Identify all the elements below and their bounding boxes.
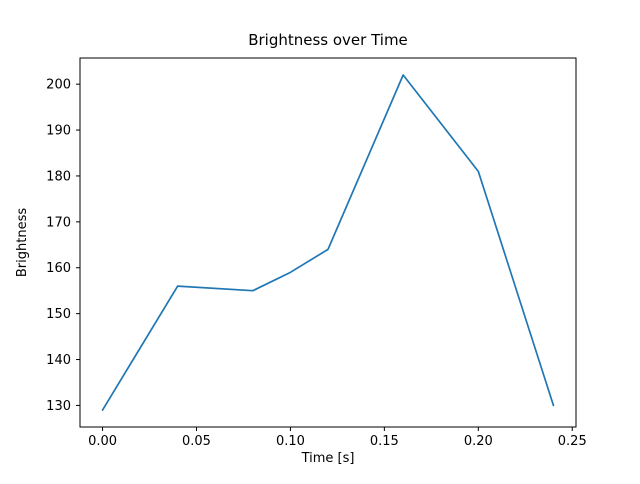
y-tick-label: 150 — [46, 307, 71, 322]
x-axis-label: Time [s] — [301, 451, 355, 466]
y-tick-label: 180 — [46, 169, 71, 184]
x-tick-label: 0.15 — [370, 434, 399, 449]
y-axis-label: Brightness — [15, 208, 30, 277]
x-tick-label: 0.05 — [182, 434, 211, 449]
axes-frame — [79, 57, 577, 428]
y-tick-label: 190 — [46, 124, 71, 139]
y-tick-label: 140 — [46, 353, 71, 368]
x-tick-label: 0.25 — [558, 434, 587, 449]
y-tick-label: 160 — [46, 261, 71, 276]
chart-title: Brightness over Time — [248, 31, 408, 49]
data-line — [101, 74, 555, 411]
x-tick-label: 0.00 — [88, 434, 117, 449]
x-tick-label: 0.10 — [276, 434, 305, 449]
y-tick-label: 170 — [46, 215, 71, 230]
y-tick-label: 130 — [46, 399, 71, 414]
y-tick-label: 200 — [46, 78, 71, 93]
x-tick-label: 0.20 — [464, 434, 493, 449]
